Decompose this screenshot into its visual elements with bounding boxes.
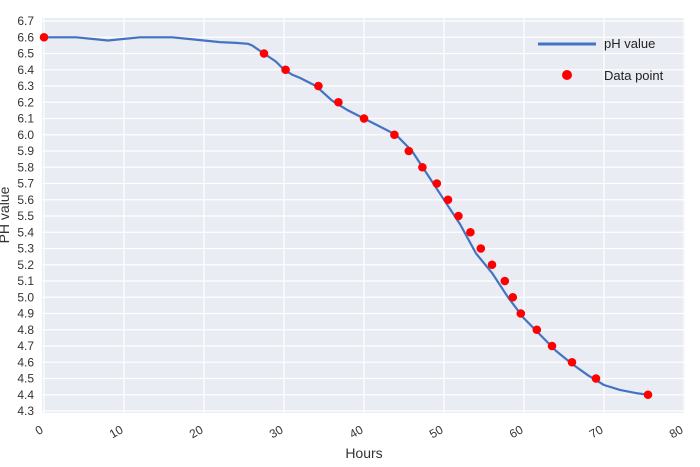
x-tick-label: 0 — [33, 422, 46, 438]
ph-value-line — [44, 36, 649, 396]
y-tick-label: 5.9 — [17, 144, 34, 158]
x-tick-label: 40 — [347, 422, 366, 441]
data-point — [281, 65, 290, 75]
y-tick-label: 4.6 — [17, 355, 34, 369]
y-tick-label: 5.6 — [17, 193, 34, 207]
data-point — [418, 162, 427, 172]
x-axis-ticks: 0 10 20 30 40 50 60 70 80 — [33, 422, 686, 441]
data-point — [390, 130, 399, 140]
x-axis-title: Hours — [345, 445, 382, 461]
data-point — [500, 276, 510, 286]
y-tick-label: 5.1 — [17, 274, 34, 288]
data-point — [567, 357, 577, 367]
y-tick-label: 4.3 — [17, 404, 34, 418]
data-point — [432, 179, 442, 188]
legend: pH value Data point — [538, 36, 664, 83]
y-tick-label: 5.2 — [17, 258, 34, 272]
x-tick-label: 10 — [107, 422, 126, 441]
data-point — [532, 325, 542, 335]
data-point — [39, 32, 49, 42]
y-axis-title: PH value — [0, 186, 12, 243]
data-point — [487, 260, 497, 270]
y-tick-label: 6.2 — [17, 95, 34, 109]
y-tick-label: 6.6 — [17, 30, 34, 44]
y-tick-label: 6.0 — [17, 128, 34, 142]
legend-label-ph-value: pH value — [604, 36, 655, 51]
x-tick-label: 80 — [667, 422, 686, 441]
y-tick-label: 6.5 — [17, 47, 34, 61]
legend-label-data-point: Data point — [604, 68, 664, 83]
data-point — [404, 146, 414, 156]
data-point — [359, 114, 369, 123]
y-tick-label: 5.7 — [17, 177, 34, 191]
y-tick-label: 5.0 — [17, 290, 34, 304]
legend-point-swatch — [562, 70, 572, 80]
data-point — [591, 374, 601, 383]
data-point — [476, 244, 486, 253]
data-point — [454, 211, 463, 221]
data-point — [508, 292, 518, 302]
data-point — [334, 97, 343, 107]
x-tick-label: 30 — [267, 422, 286, 441]
y-tick-label: 4.8 — [17, 323, 34, 337]
y-tick-label: 4.9 — [17, 307, 34, 321]
y-tick-label: 6.7 — [17, 14, 34, 28]
x-tick-label: 60 — [507, 422, 526, 441]
grid — [42, 18, 685, 413]
y-tick-label: 4.5 — [17, 372, 34, 386]
data-point — [259, 49, 269, 58]
y-tick-label: 5.5 — [17, 209, 34, 223]
y-tick-label: 6.4 — [17, 63, 34, 77]
y-tick-label: 6.1 — [17, 112, 34, 126]
x-tick-label: 50 — [427, 422, 446, 441]
data-point — [314, 81, 323, 91]
data-point — [466, 227, 475, 237]
data-point — [547, 341, 557, 351]
y-tick-label: 4.4 — [17, 388, 34, 402]
data-point-series — [39, 32, 653, 400]
x-tick-label: 20 — [187, 422, 206, 441]
y-tick-label: 6.3 — [17, 79, 34, 93]
data-point — [443, 195, 453, 205]
y-tick-label: 4.7 — [17, 339, 34, 353]
y-tick-label: 5.3 — [17, 242, 34, 256]
x-tick-label: 70 — [587, 422, 606, 441]
data-point — [643, 390, 653, 400]
y-tick-label: 5.4 — [17, 225, 34, 239]
y-tick-label: 5.8 — [17, 160, 34, 174]
data-point — [516, 309, 526, 318]
ph-line-series — [44, 36, 649, 396]
y-axis-ticks: 4.3 4.4 4.5 4.6 4.7 4.8 4.9 5.0 5.1 5.2 5.3 5.4 5.5 5… — [17, 14, 34, 418]
